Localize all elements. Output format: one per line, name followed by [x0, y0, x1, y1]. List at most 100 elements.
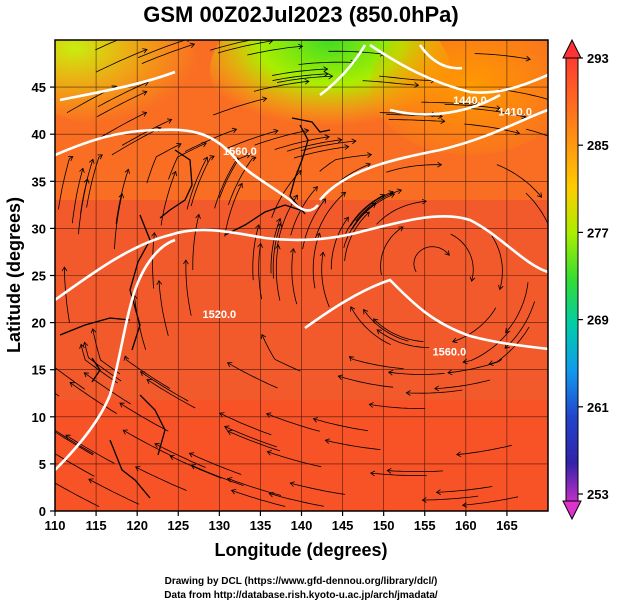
- streamline-arrow: [421, 198, 427, 205]
- contour-label: 1440.0: [453, 95, 487, 107]
- streamline: [355, 189, 402, 222]
- streamline: [267, 451, 322, 468]
- streamline-arrow: [45, 426, 50, 430]
- streamline-arrow: [69, 382, 75, 388]
- streamline-arrow: [97, 154, 103, 160]
- streamline-arrow: [65, 434, 71, 440]
- streamline-arrow: [386, 467, 392, 474]
- streamline-arrow: [435, 489, 441, 495]
- lat-tick-label: 5: [39, 457, 46, 472]
- streamline: [434, 379, 491, 389]
- streamline: [189, 452, 242, 475]
- streamline: [191, 464, 244, 486]
- streamline-arrow: [260, 333, 267, 340]
- streamline-arrow: [268, 491, 274, 498]
- streamline-arrow: [237, 182, 243, 189]
- streamline-arrow: [371, 202, 377, 208]
- streamline-arrow: [251, 156, 257, 162]
- streamline-arrow: [83, 372, 90, 378]
- streamline: [185, 260, 192, 316]
- streamline-arrow: [124, 168, 130, 174]
- streamline-arrow: [551, 236, 556, 241]
- streamline: [111, 127, 162, 156]
- streamline-arrow: [14, 363, 19, 368]
- streamline-arrow: [549, 97, 554, 102]
- streamline: [272, 223, 282, 279]
- streamline: [463, 331, 510, 363]
- streamline: [213, 98, 267, 116]
- streamline: [169, 455, 222, 479]
- streamline-arrow: [195, 213, 201, 220]
- contour-labels: 1560.0 1520.0 1560.0 1440.0 1410.0: [203, 95, 532, 359]
- streamline-arrow: [68, 156, 74, 161]
- streamline: [422, 495, 479, 501]
- streamline-arrow: [209, 155, 215, 161]
- streamline-arrow: [312, 186, 318, 192]
- streamline-arrow: [151, 231, 157, 238]
- contour-label: 1520.0: [203, 309, 237, 321]
- colorbar-tick-label: 269: [587, 313, 609, 328]
- streamline: [452, 307, 497, 343]
- streamline: [228, 157, 256, 206]
- streamline: [321, 252, 330, 308]
- streamline-arrow: [82, 341, 89, 347]
- streamline: [376, 329, 430, 348]
- streamline: [96, 91, 147, 118]
- streamline-arrow: [498, 284, 504, 291]
- credit-drawing: Drawing by DCL (https://www.gfd-dennou.o…: [165, 576, 438, 587]
- streamline: [224, 130, 279, 150]
- streamline-arrow: [146, 379, 152, 384]
- streamline-arrow: [265, 412, 272, 418]
- streamline-arrow: [447, 369, 453, 376]
- lat-tick-label: 0: [39, 504, 46, 519]
- streamline-arrow: [156, 279, 163, 285]
- streamline: [370, 472, 427, 476]
- longitude-ticks: 110 115 120 125 130 135 140 145 150 155 160 165: [45, 511, 518, 533]
- streamline: [272, 73, 329, 81]
- streamline-arrow: [89, 158, 95, 164]
- streamline-arrow: [79, 167, 85, 173]
- streamline-arrow: [304, 78, 310, 85]
- lon-tick-label: 115: [86, 518, 107, 533]
- streamline: [291, 248, 298, 305]
- streamline-arrow: [350, 306, 356, 312]
- streamline-arrow: [323, 66, 329, 73]
- credit-data: Data from http://database.rish.kyoto-u.a…: [164, 590, 438, 601]
- streamline-arrow: [276, 217, 282, 224]
- streamline: [470, 108, 527, 118]
- colorbar-max-arrow: [562, 38, 582, 59]
- streamline: [186, 157, 208, 210]
- streamline: [224, 426, 277, 448]
- streamline: [135, 466, 187, 491]
- streamline: [146, 379, 196, 409]
- streamline: [146, 143, 182, 184]
- streamline-arrow: [142, 27, 147, 32]
- streamline: [328, 50, 385, 55]
- streamline: [345, 194, 385, 234]
- colorbar-tick-label: 285: [587, 138, 609, 153]
- streamline: [219, 153, 251, 199]
- streamline-arrow: [255, 224, 261, 230]
- streamline: [325, 439, 381, 450]
- streamline: [141, 43, 195, 64]
- streamline-arrow: [141, 111, 148, 117]
- streamline: [350, 306, 391, 346]
- streamline-arrow: [328, 73, 334, 80]
- y-axis-label: Latitude (degrees): [4, 197, 24, 353]
- contour-label: 1560.0: [433, 347, 467, 359]
- streamline-arrow: [46, 448, 51, 452]
- streamline-arrow: [351, 138, 357, 145]
- streamline: [224, 183, 243, 237]
- streamline-arrow: [323, 71, 329, 77]
- streamline: [252, 224, 260, 281]
- streamline-arrow: [434, 385, 440, 392]
- streamline: [158, 280, 169, 336]
- streamline: [300, 140, 356, 152]
- streamline-arrow: [90, 328, 97, 334]
- colorbar-scale: [565, 49, 579, 510]
- streamline-arrow: [268, 40, 274, 45]
- streamline-arrow: [456, 451, 462, 458]
- streamline: [95, 40, 119, 51]
- lat-tick-label: 15: [32, 363, 46, 378]
- streamline-arrow: [348, 356, 355, 362]
